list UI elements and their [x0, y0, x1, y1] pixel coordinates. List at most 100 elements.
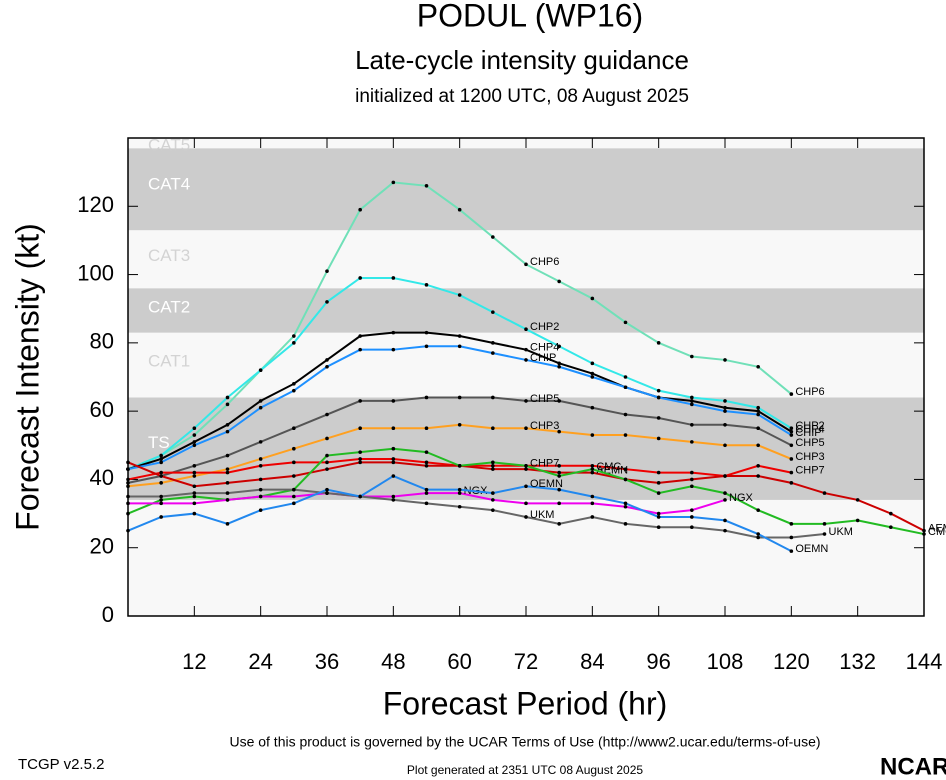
data-point: [623, 522, 628, 526]
data-point: [358, 494, 362, 499]
data-point: [258, 494, 263, 499]
data-point: [690, 402, 694, 407]
series-label: CHIP: [530, 352, 556, 364]
data-point: [391, 446, 396, 451]
data-point: [491, 351, 495, 355]
category-band: [128, 230, 924, 289]
data-point: [889, 511, 893, 516]
category-band: [128, 332, 924, 398]
series-label: CHP5: [795, 437, 824, 449]
data-point: [557, 429, 561, 434]
category-label: CAT1: [148, 351, 190, 370]
data-point: [723, 528, 727, 533]
init-time: initialized at 1200 UTC, 08 August 2025: [355, 86, 689, 107]
data-point: [491, 508, 495, 512]
data-point: [358, 457, 362, 461]
data-point: [623, 375, 628, 379]
series-label: OEMN: [795, 543, 828, 555]
data-point: [258, 508, 263, 512]
data-point: [457, 463, 462, 468]
data-point: [491, 467, 495, 471]
data-point: [424, 491, 429, 495]
data-point: [656, 388, 661, 393]
data-point: [690, 354, 694, 359]
data-point: [325, 269, 329, 273]
series-line: [128, 488, 825, 539]
series-label: CHP6: [530, 256, 559, 268]
data-point: [258, 440, 263, 444]
x-tick-label: 72: [514, 649, 538, 674]
data-point: [358, 426, 362, 431]
data-point: [789, 481, 794, 485]
data-point: [590, 296, 595, 301]
category-label: CAT2: [148, 298, 190, 317]
data-point: [159, 501, 163, 506]
series-label: CHP7: [795, 465, 824, 477]
data-point: [258, 487, 263, 492]
data-point: [656, 470, 661, 475]
data-point: [457, 504, 462, 509]
data-point: [192, 443, 197, 448]
data-point: [292, 460, 296, 465]
data-point: [258, 477, 263, 482]
x-tick-label: 144: [906, 649, 943, 674]
series-label: CHP4: [795, 424, 824, 436]
data-point: [391, 460, 396, 465]
data-point: [491, 498, 495, 502]
data-point: [159, 474, 163, 478]
data-point: [557, 364, 561, 369]
data-point: [491, 235, 495, 239]
data-point: [292, 341, 296, 345]
data-point: [491, 491, 495, 495]
series-label: OEMN: [530, 478, 563, 490]
data-point: [723, 423, 727, 427]
data-point: [457, 487, 462, 492]
data-point: [258, 463, 263, 468]
data-point: [192, 440, 197, 444]
data-point: [457, 491, 462, 495]
data-point: [225, 491, 230, 495]
data-point: [391, 457, 396, 461]
data-point: [391, 426, 396, 431]
data-point: [690, 440, 694, 444]
data-point: [822, 532, 827, 536]
series-label: CMC: [596, 461, 621, 473]
data-point: [225, 423, 230, 427]
data-point: [391, 399, 396, 403]
data-point: [491, 310, 495, 314]
data-point: [358, 207, 362, 212]
data-point: [225, 470, 230, 475]
series-label: NGX: [729, 492, 754, 504]
data-point: [524, 467, 528, 471]
data-point: [159, 460, 163, 465]
data-point: [524, 463, 528, 468]
data-point: [358, 334, 362, 338]
x-tick-label: 132: [839, 649, 876, 674]
data-point: [192, 491, 197, 495]
data-point: [690, 508, 694, 512]
data-point: [656, 525, 661, 530]
data-point: [325, 364, 329, 369]
data-point: [457, 395, 462, 400]
data-point: [159, 453, 163, 458]
data-point: [391, 180, 396, 185]
chart-title: PODUL (WP16): [417, 0, 643, 33]
x-tick-label: 96: [646, 649, 670, 674]
data-point: [424, 460, 429, 465]
data-point: [457, 334, 462, 338]
series-label: CMC: [928, 526, 946, 538]
data-point: [623, 433, 628, 437]
data-point: [159, 470, 163, 475]
data-point: [822, 491, 827, 495]
data-point: [723, 518, 727, 523]
data-point: [192, 511, 197, 516]
data-point: [424, 283, 429, 287]
data-point: [358, 450, 362, 454]
x-tick-label: 12: [182, 649, 206, 674]
data-point: [557, 399, 561, 403]
data-point: [391, 347, 396, 352]
y-tick-label: 40: [90, 465, 114, 490]
data-point: [192, 433, 197, 437]
data-point: [424, 426, 429, 431]
data-point: [424, 450, 429, 454]
